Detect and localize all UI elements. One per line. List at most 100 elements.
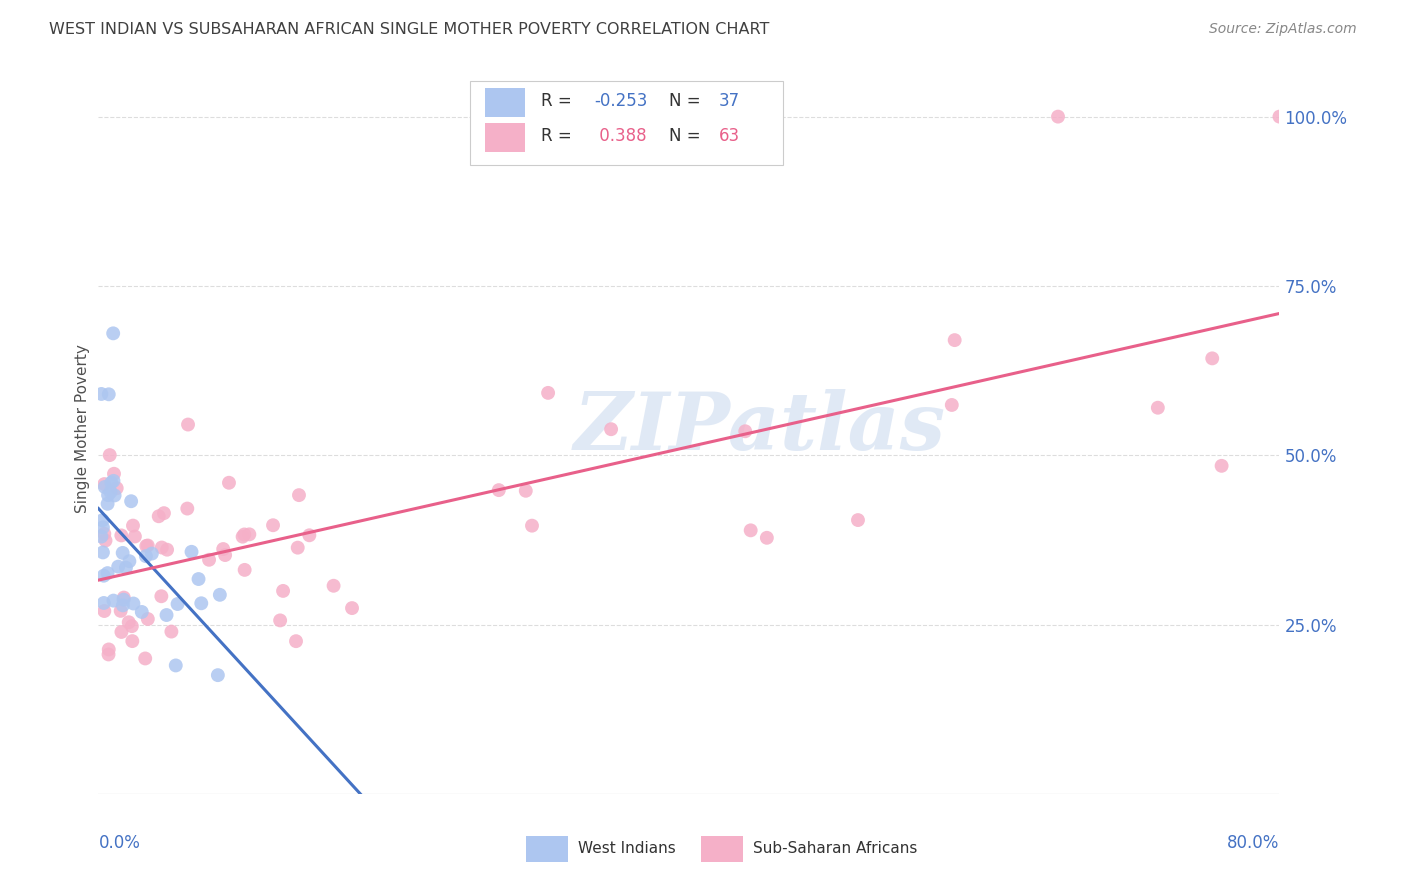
Text: 0.388: 0.388 [595,128,647,145]
Point [118,615,141,630]
Point [262,518,284,533]
Point [93,604,115,618]
Point [111,599,134,613]
Point [118,554,141,568]
Point [238,527,260,541]
Point [100,485,122,500]
Text: ZIPatlas: ZIPatlas [574,390,946,467]
Point [97,387,120,401]
Point [136,539,159,553]
Point [190,596,212,610]
Point [103,474,125,488]
Point [124,529,146,543]
Text: -0.253: -0.253 [595,92,648,111]
Point [91,513,114,527]
Point [177,417,200,432]
Point [600,422,623,436]
Point [100,475,122,490]
Bar [471,81,783,165]
Bar [485,88,524,118]
Point [155,607,177,622]
Point [740,524,762,538]
Point [93,526,115,541]
Point [734,424,756,438]
Point [1201,351,1223,366]
Text: N =: N = [669,92,706,111]
Point [93,596,115,610]
Point [135,549,157,564]
Point [110,528,132,542]
Point [94,533,117,548]
Point [94,480,117,494]
Point [97,648,120,662]
Point [156,542,179,557]
Bar [485,123,524,153]
Text: 80.0%: 80.0% [1227,834,1279,852]
Point [97,566,120,581]
Point [93,568,115,582]
Point [90,530,112,544]
Text: Source: ZipAtlas.com: Source: ZipAtlas.com [1209,22,1357,37]
Point [93,477,115,491]
Point [269,614,291,628]
Point [107,559,129,574]
Point [207,668,229,682]
Point [135,539,157,553]
Bar [700,836,744,862]
Point [122,597,145,611]
Point [340,601,363,615]
Text: N =: N = [669,128,706,145]
Point [214,548,236,562]
Point [322,579,344,593]
Point [233,563,256,577]
Point [120,494,142,508]
Y-axis label: Single Mother Poverty: Single Mother Poverty [75,343,90,513]
Point [218,475,240,490]
Point [515,483,537,498]
Point [112,592,135,607]
Point [288,488,311,502]
Point [115,560,138,574]
Point [271,583,294,598]
Point [136,612,159,626]
Point [198,553,221,567]
Point [103,467,125,481]
Point [187,572,209,586]
Text: West Indians: West Indians [578,840,676,855]
Point [141,547,163,561]
Point [121,619,143,633]
Point [134,651,156,665]
Text: 37: 37 [718,92,740,111]
Point [1211,458,1233,473]
Point [97,488,120,502]
Text: Sub-Saharan Africans: Sub-Saharan Africans [752,840,917,855]
Point [943,333,966,347]
Text: R =: R = [541,128,578,145]
Point [166,597,188,611]
Point [212,542,235,557]
Point [150,541,173,555]
Text: 63: 63 [718,128,740,145]
Point [131,605,153,619]
Text: WEST INDIAN VS SUBSAHARAN AFRICAN SINGLE MOTHER POVERTY CORRELATION CHART: WEST INDIAN VS SUBSAHARAN AFRICAN SINGLE… [49,22,769,37]
Point [298,528,321,542]
Point [180,545,202,559]
Bar [526,836,568,862]
Point [97,497,120,511]
Point [122,518,145,533]
Point [537,385,560,400]
Point [111,546,134,560]
Point [91,520,114,534]
Point [287,541,309,555]
Point [755,531,778,545]
Text: R =: R = [541,92,578,111]
Point [90,387,112,401]
Text: 0.0%: 0.0% [98,834,141,852]
Point [105,481,128,495]
Point [112,591,135,605]
Point [110,604,132,618]
Point [233,527,256,541]
Point [520,518,543,533]
Point [1147,401,1170,415]
Point [97,642,120,657]
